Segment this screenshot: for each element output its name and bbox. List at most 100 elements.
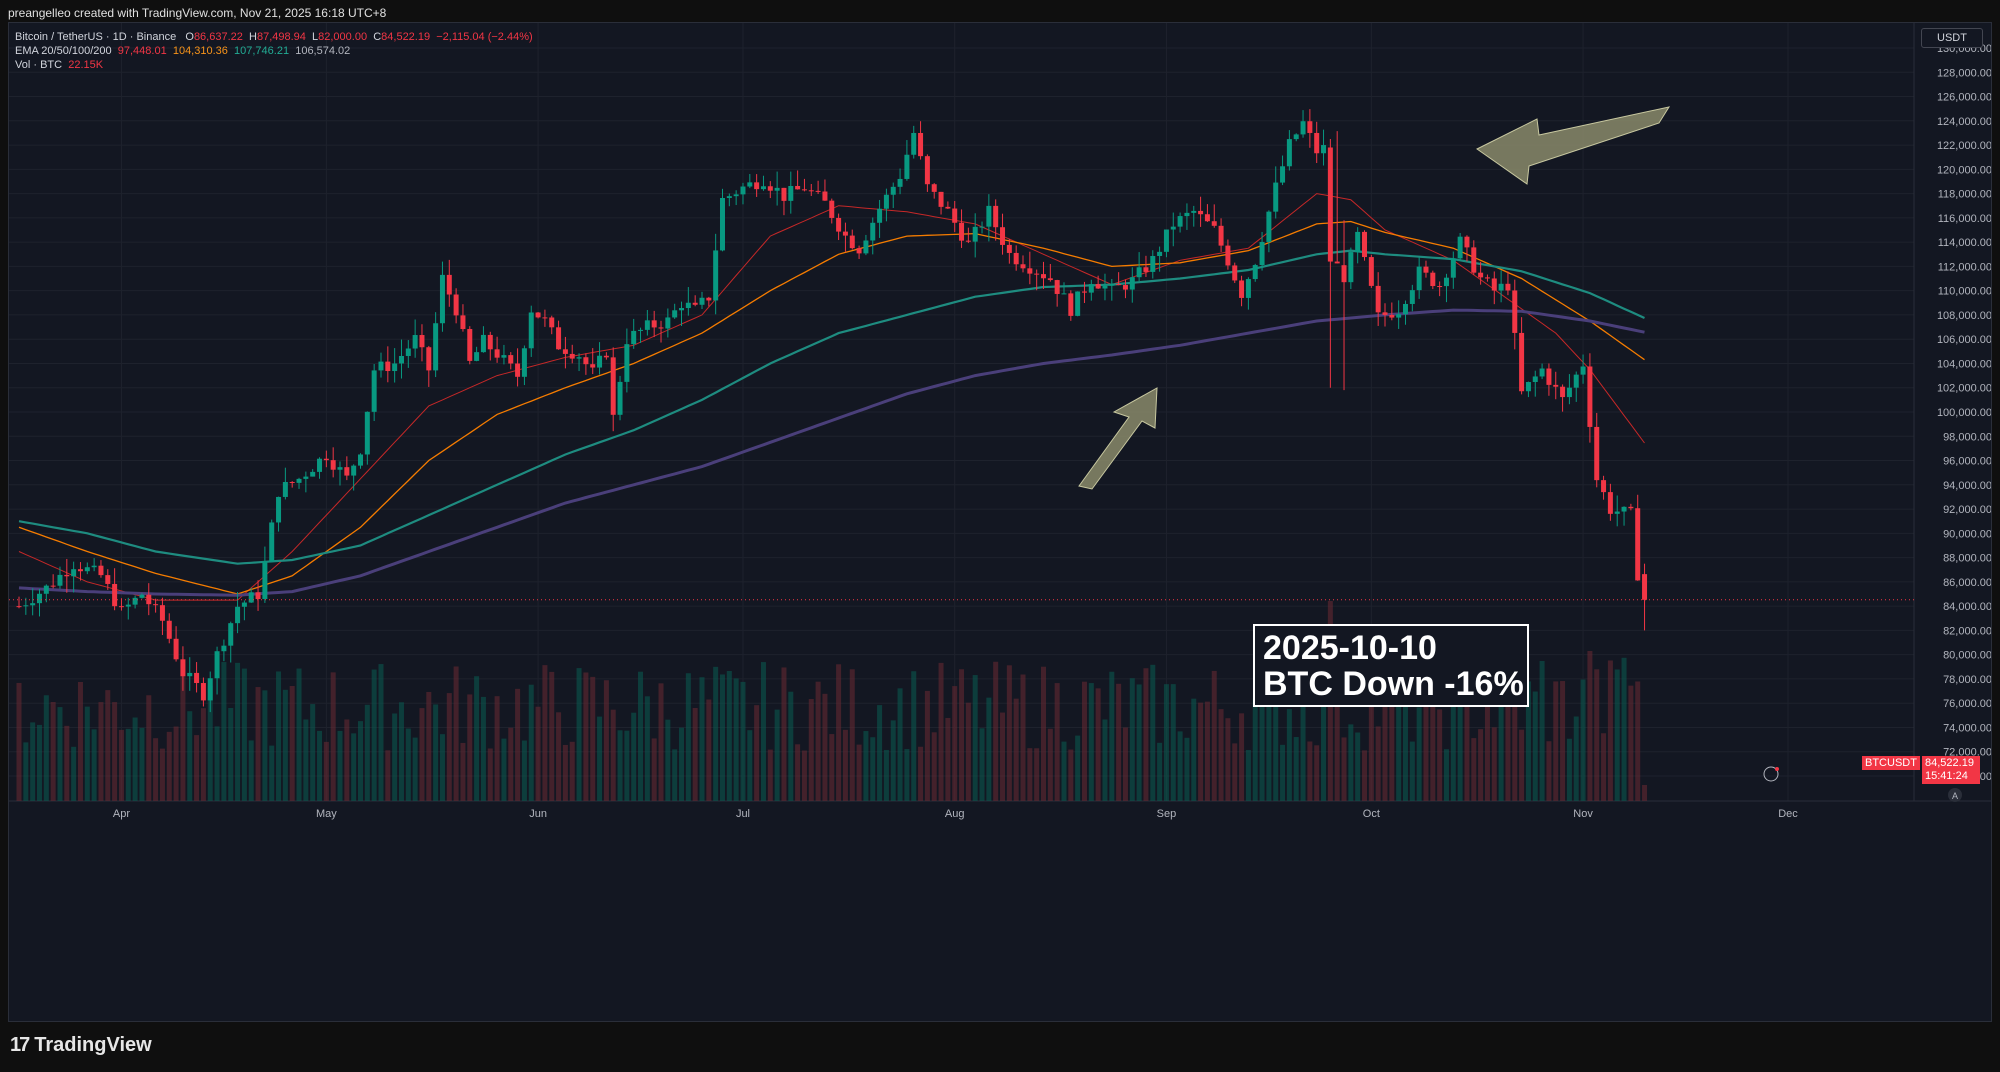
candle [1109, 278, 1115, 301]
candle [849, 229, 855, 250]
candle [1239, 275, 1245, 307]
volume-bar [200, 708, 206, 801]
candle [57, 566, 63, 589]
candle-body [351, 465, 357, 476]
candle [829, 198, 835, 224]
legend-ema-label[interactable]: EMA 20/50/100/200 [15, 45, 112, 57]
y-tick-label: 94,000.00 [1943, 480, 1992, 492]
legend-vol-label[interactable]: Vol · BTC [15, 59, 63, 71]
volume-bar [487, 748, 493, 801]
candle [282, 467, 288, 500]
candle-body [125, 604, 131, 607]
volume-bar [726, 670, 732, 801]
tradingview-brand[interactable]: 17 TradingView [10, 1034, 152, 1057]
candle [836, 213, 842, 241]
candle [1396, 300, 1402, 329]
volume-bar [1136, 684, 1142, 801]
candle-body [747, 182, 753, 187]
candle-body [1416, 266, 1422, 291]
candle-body [91, 565, 97, 568]
volume-bar [139, 727, 145, 801]
candle-body [385, 361, 391, 372]
y-tick-label: 122,000.00 [1937, 140, 1992, 152]
candle [1177, 212, 1183, 233]
candle [1532, 370, 1538, 397]
candle [945, 201, 951, 210]
volume-bar [23, 742, 29, 801]
candle-body [528, 312, 534, 349]
volume-bar [1553, 681, 1559, 801]
candle [1628, 503, 1634, 511]
auto-scale-label[interactable]: A [1952, 791, 1958, 801]
candle [658, 320, 664, 343]
candle-body [658, 327, 664, 329]
candle [556, 320, 562, 350]
y-tick-label: 98,000.00 [1943, 431, 1992, 443]
candle [16, 596, 22, 609]
candle [515, 348, 521, 387]
candle [1095, 275, 1101, 290]
candle-body [829, 200, 835, 218]
candle [1416, 257, 1422, 299]
volume-bar [836, 664, 842, 801]
volume-bar [795, 744, 801, 801]
candle-body [1478, 272, 1484, 278]
candle-body [965, 240, 971, 242]
candle [392, 348, 398, 383]
currency-button[interactable]: USDT [1921, 28, 1983, 48]
volume-bar [979, 728, 985, 801]
volume-bar [194, 735, 200, 801]
volume-bar [1580, 679, 1586, 801]
candle [71, 561, 77, 593]
chart-frame[interactable]: AprMayJunJulAugSepOctNovDec70,000.0072,0… [8, 22, 1992, 1022]
candle-body [303, 476, 309, 479]
candle-body [1280, 166, 1286, 183]
candle [863, 234, 869, 256]
candle-body [460, 315, 466, 330]
volume-bar [1457, 669, 1463, 801]
candle [153, 598, 159, 613]
volume-bar [754, 705, 760, 801]
volume-bar [323, 741, 329, 801]
candle-body [726, 196, 732, 199]
candle [50, 574, 56, 589]
candle-body [323, 458, 329, 461]
candle [1553, 371, 1559, 400]
y-tick-label: 102,000.00 [1937, 383, 1992, 395]
candle-body [1375, 285, 1381, 313]
candle-body [521, 348, 527, 377]
footer-bar [0, 1022, 2000, 1072]
candle [1150, 250, 1156, 279]
candle-body [1102, 285, 1108, 289]
candle [1355, 227, 1361, 264]
candle-body [1327, 147, 1333, 262]
legend-close: 84,522.19 [381, 31, 431, 43]
candle-body [214, 651, 220, 679]
candle [774, 171, 780, 206]
volume-bar [1198, 702, 1204, 801]
candle-body [262, 561, 268, 600]
volume-bar [699, 677, 705, 801]
price-chart[interactable]: AprMayJunJulAugSepOctNovDec70,000.0072,0… [9, 23, 1992, 1022]
candle-body [952, 208, 958, 223]
volume-bar [1013, 698, 1019, 801]
volume-bar [282, 689, 288, 801]
legend-ema100: 107,746.21 [234, 45, 290, 57]
volume-bar [788, 691, 794, 801]
volume-bar [1177, 731, 1183, 801]
volume-bar [1157, 742, 1163, 801]
candle [405, 340, 411, 368]
candle [180, 646, 186, 691]
candle [1430, 270, 1436, 290]
annotation-callout[interactable]: 2025-10-10 BTC Down -16% [1253, 624, 1529, 707]
legend-symbol[interactable]: Bitcoin / TetherUS · 1D · Binance [15, 31, 177, 43]
candle [631, 318, 637, 349]
candle [733, 190, 739, 206]
candle [194, 662, 200, 693]
candle [808, 184, 814, 196]
candle [1580, 354, 1586, 384]
candle-body [1218, 225, 1224, 246]
candle [1539, 363, 1545, 380]
candle-body [542, 317, 548, 319]
volume-bar [1088, 683, 1094, 801]
